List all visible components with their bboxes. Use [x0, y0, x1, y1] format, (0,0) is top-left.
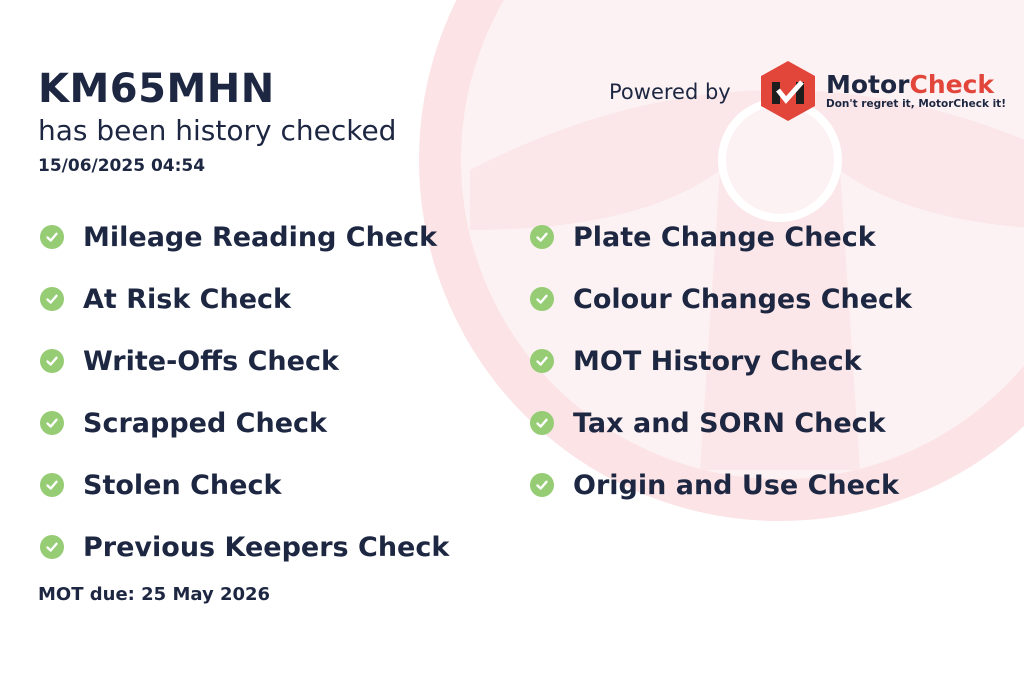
checks-list-left: Mileage Reading Check At Risk Check Write-… [40, 206, 449, 578]
check-label: Stolen Check [83, 469, 282, 501]
check-circle-icon [40, 473, 64, 497]
check-item: At Risk Check [40, 268, 449, 330]
motorcheck-logo-icon [761, 61, 815, 121]
vehicle-plate: KM65MHN [38, 66, 275, 112]
check-item: Scrapped Check [40, 392, 449, 454]
check-label: Plate Change Check [573, 221, 876, 253]
check-item: Write-Offs Check [40, 330, 449, 392]
check-label: At Risk Check [83, 283, 291, 315]
brand-name-part2: Check [909, 70, 995, 99]
check-item: Colour Changes Check [530, 268, 912, 330]
mot-due: MOT due: 25 May 2026 [38, 584, 271, 605]
check-item: Stolen Check [40, 454, 449, 516]
check-circle-icon [530, 287, 554, 311]
check-circle-icon [530, 473, 554, 497]
check-item: Tax and SORN Check [530, 392, 912, 454]
powered-by-label: Powered by [609, 80, 731, 104]
status-text: has been history checked [38, 114, 397, 147]
check-circle-icon [40, 535, 64, 559]
check-label: Previous Keepers Check [83, 531, 450, 563]
check-item: Mileage Reading Check [40, 206, 449, 268]
check-circle-icon [530, 349, 554, 373]
check-item: Previous Keepers Check [40, 516, 449, 578]
check-circle-icon [40, 287, 64, 311]
check-item: Plate Change Check [530, 206, 912, 268]
checks-list-right: Plate Change Check Colour Changes Check MO… [530, 206, 912, 516]
brand-name-part1: Motor [826, 70, 910, 99]
check-label: Write-Offs Check [83, 345, 339, 377]
check-label: MOT History Check [573, 345, 862, 377]
check-circle-icon [40, 411, 64, 435]
check-circle-icon [40, 225, 64, 249]
check-label: Colour Changes Check [573, 283, 913, 315]
check-circle-icon [530, 411, 554, 435]
brand-tagline: Don't regret it, MotorCheck it! [826, 98, 1006, 110]
check-circle-icon [530, 225, 554, 249]
check-label: Origin and Use Check [573, 469, 899, 501]
check-label: Scrapped Check [83, 407, 327, 439]
check-circle-icon [40, 349, 64, 373]
check-item: Origin and Use Check [530, 454, 912, 516]
check-timestamp: 15/06/2025 04:54 [38, 156, 206, 176]
check-label: Tax and SORN Check [573, 407, 886, 439]
brand-name: MotorCheck [826, 70, 994, 99]
check-item: MOT History Check [530, 330, 912, 392]
check-label: Mileage Reading Check [83, 221, 438, 253]
